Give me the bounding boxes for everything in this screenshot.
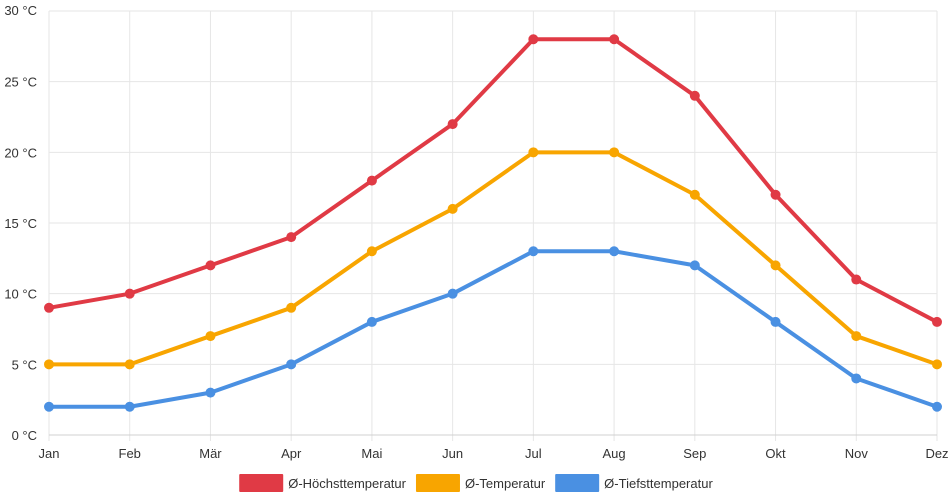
data-point[interactable] [528,34,539,45]
x-axis-ticks: Jan Feb Mär Apr Mai Jun Jul Aug Sep Okt Nov Dez [39,446,949,461]
x-tick-label: Nov [845,446,869,461]
y-axis-ticks: 0 °C 5 °C 10 °C 15 °C 20 °C 25 °C 30 °C [4,3,37,443]
data-point[interactable] [124,401,135,412]
data-point[interactable] [689,260,700,271]
legend-swatch [415,474,460,492]
y-tick-label: 5 °C [12,357,37,372]
x-tick-label: Mai [361,446,382,461]
data-point[interactable] [44,359,54,370]
x-tick-label: Aug [603,446,626,461]
series-group [44,246,942,412]
x-tick-label: Dez [925,446,948,461]
x-tick-label: Jan [39,446,60,461]
legend-label: Ø-Tiefsttemperatur [604,476,713,491]
data-point[interactable] [366,175,377,186]
data-point[interactable] [689,189,700,200]
series [44,34,942,412]
legend-label: Ø-Temperatur [465,476,546,491]
series-line [47,150,939,367]
data-point[interactable] [528,246,539,257]
data-point[interactable] [124,288,135,299]
data-point[interactable] [366,246,377,257]
data-point[interactable] [851,274,862,285]
legend: Ø-Höchsttemperatur Ø-Temperatur Ø-Tiefstte… [239,474,713,492]
data-point[interactable] [205,387,216,398]
data-point[interactable] [851,373,862,384]
x-tick-label: Okt [765,446,786,461]
x-tick-label: Apr [281,446,302,461]
x-tick-label: Jul [525,446,542,461]
series-line [47,249,939,409]
legend-item[interactable]: Ø-Höchsttemperatur [239,474,407,492]
x-tick-label: Mär [199,446,222,461]
data-point[interactable] [932,401,942,412]
x-tick-label: Jun [442,446,463,461]
data-point[interactable] [205,260,216,271]
data-point[interactable] [205,331,216,342]
data-point[interactable] [286,302,297,313]
data-point[interactable] [932,316,942,327]
y-tick-label: 15 °C [4,216,37,231]
series-group [44,147,942,370]
data-point[interactable] [609,246,620,257]
data-point[interactable] [609,147,620,158]
data-point[interactable] [124,359,135,370]
data-point[interactable] [447,203,458,214]
series-line [47,37,939,324]
data-point[interactable] [770,260,781,271]
y-tick-label: 20 °C [4,145,37,160]
data-point[interactable] [689,90,700,101]
data-point[interactable] [770,316,781,327]
series-group [44,34,942,327]
y-tick-label: 25 °C [4,75,37,90]
legend-swatch [239,474,284,492]
data-point[interactable] [44,401,54,412]
legend-item[interactable]: Ø-Temperatur [415,474,546,492]
data-point[interactable] [366,316,377,327]
y-tick-label: 10 °C [4,287,37,302]
data-point[interactable] [932,359,942,370]
data-point[interactable] [770,189,781,200]
y-tick-label: 30 °C [4,3,37,18]
y-tick-label: 0 °C [12,428,37,443]
data-point[interactable] [609,34,620,45]
data-point[interactable] [447,288,458,299]
data-point[interactable] [528,147,539,158]
legend-item[interactable]: Ø-Tiefsttemperatur [555,474,713,492]
data-point[interactable] [286,359,297,370]
x-tick-label: Sep [683,446,706,461]
data-point[interactable] [286,232,297,243]
data-point[interactable] [447,119,458,130]
x-tick-label: Feb [119,446,141,461]
data-point[interactable] [44,302,54,313]
legend-label: Ø-Höchsttemperatur [288,476,406,491]
legend-swatch [555,474,600,492]
data-point[interactable] [851,331,862,342]
